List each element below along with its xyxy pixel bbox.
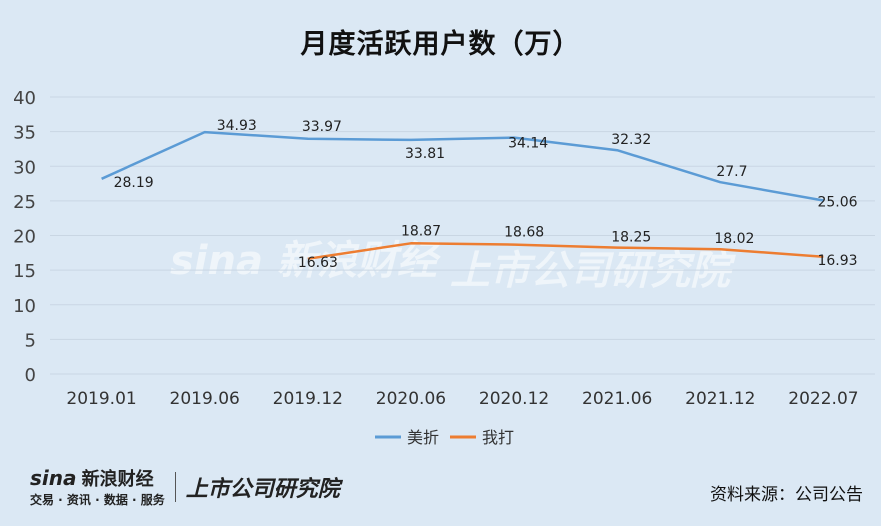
y-tick-label: 15	[13, 261, 36, 282]
x-tick-label: 2019.12	[273, 389, 343, 409]
data-label: 18.25	[611, 230, 651, 246]
data-label: 16.93	[817, 253, 857, 269]
data-label: 25.06	[817, 194, 857, 210]
x-tick-label: 2020.12	[479, 389, 549, 409]
y-tick-label: 5	[25, 330, 36, 351]
data-label: 27.7	[716, 164, 747, 180]
sina-logo-name: 新浪财经	[81, 469, 154, 490]
data-label: 18.02	[714, 231, 754, 247]
chart-title: 月度活跃用户数（万）	[300, 29, 581, 60]
institute-logo: 上市公司研究院	[185, 476, 340, 502]
data-label: 18.87	[401, 223, 441, 239]
sina-logo-mark: sina	[30, 466, 77, 490]
institute-watermark: 上市公司研究院	[450, 248, 730, 294]
x-tick-label: 2019.06	[170, 389, 240, 409]
y-tick-label: 0	[25, 365, 36, 386]
footer-logo: sina 新浪财经 交易 · 资讯 · 数据 · 服务 上市公司研究院	[30, 465, 340, 508]
data-label: 18.68	[504, 225, 544, 241]
y-tick-label: 20	[13, 227, 36, 248]
x-tick-label: 2021.06	[582, 389, 652, 409]
legend-label: 我打	[482, 428, 514, 447]
y-tick-label: 25	[13, 192, 36, 213]
source-note: 资料来源：公司公告	[710, 485, 863, 505]
series-line-1	[101, 130, 824, 202]
data-label: 34.93	[217, 118, 257, 134]
x-tick-label: 2020.06	[376, 389, 446, 409]
y-tick-label: 40	[13, 88, 36, 109]
y-tick-label: 10	[13, 296, 36, 317]
series-line-2	[307, 242, 824, 261]
x-tick-label: 2022.07	[788, 389, 858, 409]
x-tick-label: 2021.12	[685, 389, 755, 409]
logo-divider	[174, 471, 176, 502]
data-label: 32.32	[611, 132, 651, 148]
y-tick-label: 35	[13, 123, 36, 144]
sina-logo-tagline: 交易 · 资讯 · 数据 · 服务	[30, 493, 165, 507]
data-label: 28.19	[114, 175, 154, 191]
data-label: 16.63	[298, 255, 338, 271]
legend-label: 美折	[407, 428, 439, 447]
sina-logo: sina 新浪财经 交易 · 资讯 · 数据 · 服务	[30, 465, 165, 508]
data-label: 34.14	[508, 136, 548, 152]
data-label: 33.97	[302, 119, 342, 135]
x-tick-label: 2019.01	[66, 389, 136, 409]
y-tick-label: 30	[13, 157, 36, 178]
data-label: 33.81	[405, 146, 445, 162]
